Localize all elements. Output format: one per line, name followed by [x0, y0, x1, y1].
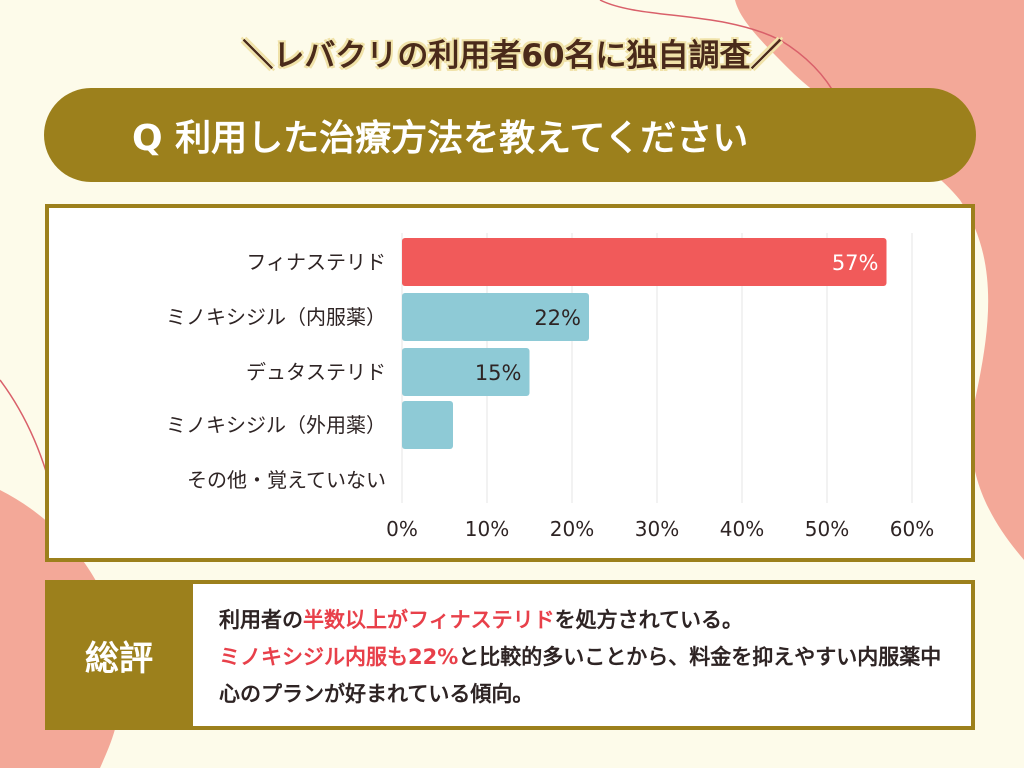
bar — [402, 238, 887, 286]
x-tick-label: 30% — [635, 517, 679, 541]
data-label: 57% — [832, 251, 879, 275]
category-label: デュタステリド — [246, 360, 386, 384]
data-label: 15% — [475, 361, 522, 385]
bar-chart: 0% 10% 20% 30% 40% 50% 60% フィナステリド 57% ミノキシジル（内服薬… — [166, 233, 934, 541]
category-label: フィナステリド — [246, 250, 386, 274]
summary-highlight: 半数以上がフィナステリド — [303, 608, 555, 632]
summary-part: を処方されている。 — [554, 608, 743, 632]
x-tick-label: 0% — [386, 517, 418, 541]
summary-part: と比較的多いことから、料金を抑えやすい内服薬中心のプランが好まれている傾向。 — [219, 645, 942, 706]
x-tick-label: 20% — [550, 517, 594, 541]
x-tick-label: 50% — [805, 517, 849, 541]
summary-highlight: ミノキシジル内服も22% — [219, 645, 459, 669]
bar — [402, 348, 530, 396]
x-tick-label: 40% — [720, 517, 764, 541]
summary-text: 利用者の半数以上がフィナステリドを処方されている。ミノキシジル内服も22%と比較… — [193, 580, 975, 730]
summary-part: 利用者の — [219, 608, 303, 632]
category-label: その他・覚えていない — [187, 468, 386, 492]
data-label: 22% — [534, 306, 581, 330]
x-tick-label: 10% — [465, 517, 509, 541]
chart-panel: 0% 10% 20% 30% 40% 50% 60% フィナステリド 57% ミノキシジル（内服薬… — [45, 204, 975, 562]
question-title: Q 利用した治療方法を教えてください — [132, 118, 749, 159]
bar — [402, 293, 589, 341]
x-tick-label: 60% — [890, 517, 934, 541]
summary-label: 総評 — [45, 580, 193, 730]
survey-subtitle: ＼レバクリの利用者60名に独自調査／ — [242, 38, 782, 74]
category-label: ミノキシジル（外用薬） — [166, 413, 386, 437]
bar — [402, 401, 453, 449]
question-banner: Q 利用した治療方法を教えてください — [44, 88, 976, 182]
category-label: ミノキシジル（内服薬） — [166, 305, 386, 329]
